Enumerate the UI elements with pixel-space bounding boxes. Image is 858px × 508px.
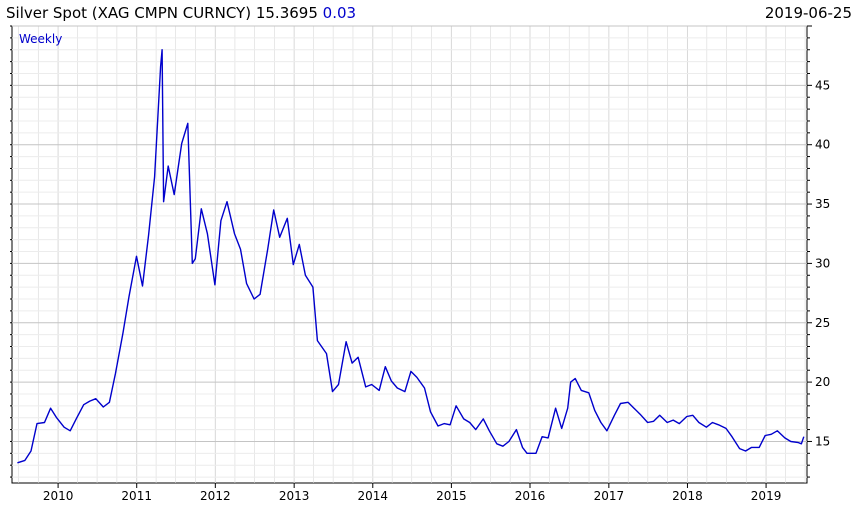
x-tick-label: 2014 <box>358 489 389 503</box>
x-tick-label: 2012 <box>200 489 231 503</box>
y-tick-label: 35 <box>815 197 830 211</box>
frequency-label: Weekly <box>19 32 62 46</box>
chart-title: Silver Spot (XAG CMPN CURNCY) 15.3695 0.… <box>6 4 356 22</box>
y-tick-label: 45 <box>815 78 830 92</box>
x-tick-label: 2017 <box>594 489 625 503</box>
x-tick-label: 2011 <box>121 489 152 503</box>
x-tick-label: 2013 <box>279 489 310 503</box>
y-tick-label: 15 <box>815 434 830 448</box>
last-price: 15.3695 <box>255 4 318 22</box>
y-tick-label: 20 <box>815 375 830 389</box>
y-tick-label: 25 <box>815 316 830 330</box>
x-tick-label: 2015 <box>436 489 467 503</box>
as-of-date: 2019-06-25 <box>764 4 852 22</box>
x-tick-label: 2018 <box>672 489 703 503</box>
axis-labels: 15 20 25 30 35 40 45 2010 2011 2012 2013 2014 2015 20… <box>43 78 830 503</box>
silver-price-line <box>17 49 805 464</box>
x-tick-label: 2016 <box>515 489 546 503</box>
y-tick-label: 40 <box>815 138 830 152</box>
axis-ticks <box>10 25 812 488</box>
y-tick-label: 30 <box>815 256 830 270</box>
price-change: 0.03 <box>322 4 357 22</box>
instrument-name: Silver Spot (XAG CMPN CURNCY) <box>6 4 252 22</box>
x-tick-label: 2019 <box>751 489 782 503</box>
x-tick-label: 2010 <box>43 489 74 503</box>
plot-area <box>11 25 808 484</box>
